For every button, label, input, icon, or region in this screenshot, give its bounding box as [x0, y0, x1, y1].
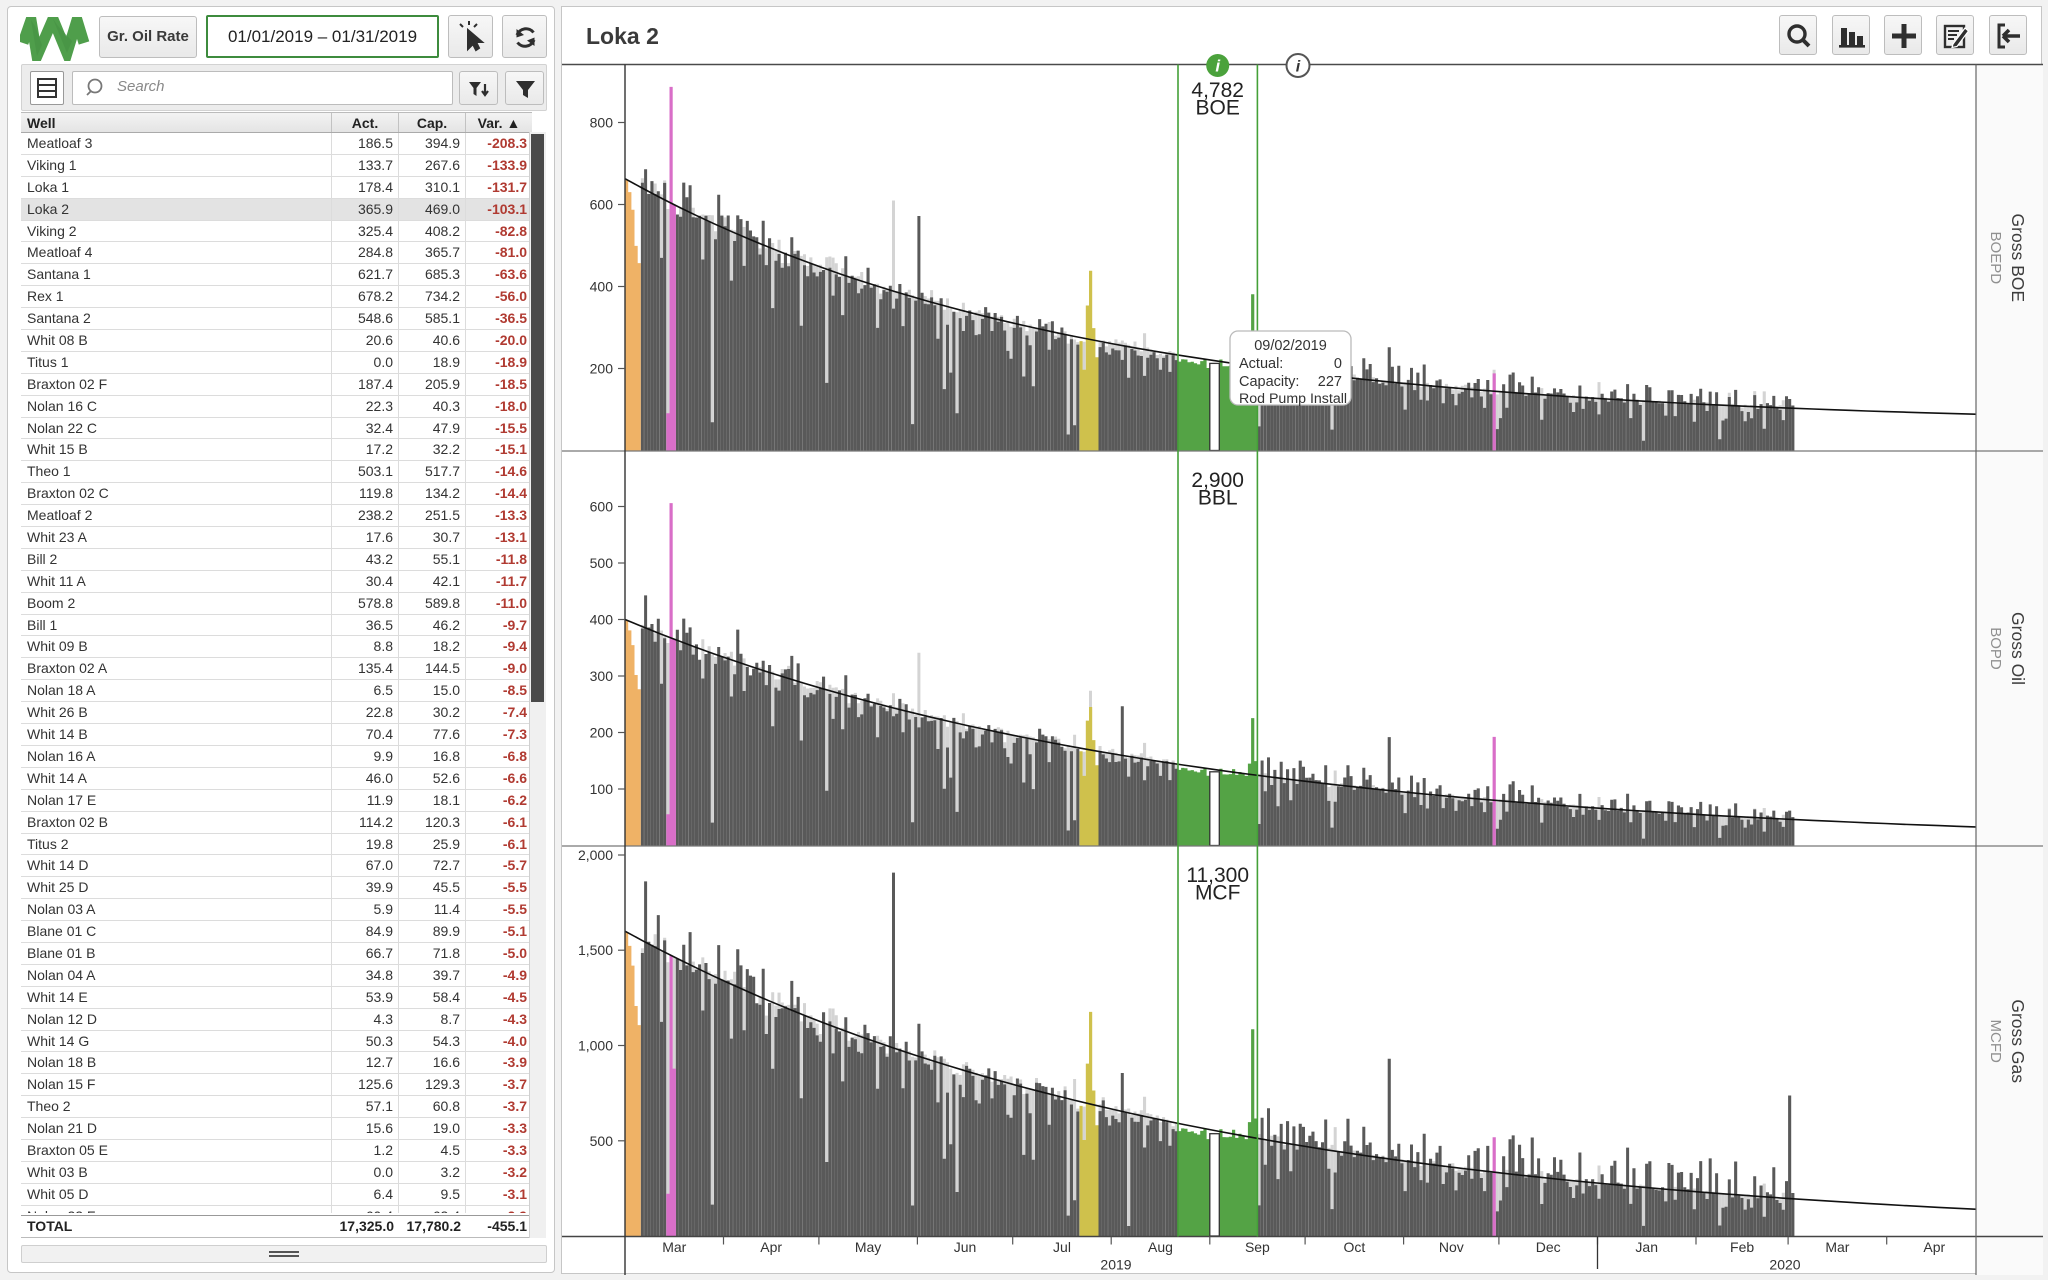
- svg-text:11,300: 11,300: [1186, 864, 1249, 887]
- svg-text:Jun: Jun: [954, 1239, 977, 1255]
- svg-text:4,782: 4,782: [1191, 79, 1244, 102]
- svg-text:Rod Pump Install: Rod Pump Install: [1239, 391, 1347, 407]
- svg-text:Gross BOE: Gross BOE: [2008, 214, 2028, 302]
- svg-text:Capacity:: Capacity:: [1239, 374, 1299, 390]
- svg-text:i: i: [1296, 59, 1301, 76]
- svg-text:Aug: Aug: [1148, 1239, 1173, 1255]
- svg-text:1,000: 1,000: [578, 1038, 613, 1054]
- svg-text:800: 800: [590, 115, 614, 131]
- svg-text:BOEPD: BOEPD: [1987, 232, 2004, 285]
- svg-text:Oct: Oct: [1344, 1239, 1366, 1255]
- svg-text:Gross Oil: Gross Oil: [2008, 612, 2028, 685]
- svg-text:400: 400: [590, 279, 614, 295]
- svg-text:i: i: [1215, 57, 1221, 76]
- svg-text:Apr: Apr: [1923, 1239, 1945, 1255]
- svg-text:227: 227: [1318, 374, 1342, 390]
- svg-text:Nov: Nov: [1439, 1239, 1464, 1255]
- svg-text:Actual:: Actual:: [1239, 356, 1283, 372]
- svg-text:600: 600: [590, 197, 614, 213]
- svg-text:2,900: 2,900: [1191, 469, 1244, 492]
- svg-text:2019: 2019: [1100, 1257, 1131, 1273]
- svg-text:May: May: [855, 1239, 881, 1255]
- svg-text:Mar: Mar: [662, 1239, 686, 1255]
- svg-text:0: 0: [1334, 356, 1342, 372]
- svg-text:Jul: Jul: [1053, 1239, 1071, 1255]
- svg-text:Feb: Feb: [1730, 1239, 1754, 1255]
- svg-text:BBL: BBL: [1198, 487, 1238, 510]
- svg-text:Gross Gas: Gross Gas: [2008, 999, 2028, 1083]
- svg-text:Sep: Sep: [1245, 1239, 1270, 1255]
- svg-text:Dec: Dec: [1536, 1239, 1561, 1255]
- svg-text:200: 200: [590, 725, 614, 741]
- svg-text:BOPD: BOPD: [1987, 627, 2004, 670]
- svg-text:Apr: Apr: [760, 1239, 782, 1255]
- svg-text:MCFD: MCFD: [1987, 1020, 2004, 1063]
- svg-text:600: 600: [590, 499, 614, 515]
- svg-text:1,500: 1,500: [578, 942, 613, 958]
- svg-text:200: 200: [590, 361, 614, 377]
- svg-text:500: 500: [590, 1133, 614, 1149]
- svg-text:09/02/2019: 09/02/2019: [1254, 338, 1327, 354]
- svg-text:Mar: Mar: [1825, 1239, 1849, 1255]
- svg-text:400: 400: [590, 612, 614, 628]
- svg-text:MCF: MCF: [1195, 882, 1241, 905]
- svg-text:2020: 2020: [1769, 1257, 1800, 1273]
- svg-text:500: 500: [590, 555, 614, 571]
- svg-text:2,000: 2,000: [578, 847, 613, 863]
- svg-text:BOE: BOE: [1196, 97, 1240, 120]
- svg-text:300: 300: [590, 668, 614, 684]
- svg-text:Jan: Jan: [1635, 1239, 1658, 1255]
- svg-text:100: 100: [590, 781, 614, 797]
